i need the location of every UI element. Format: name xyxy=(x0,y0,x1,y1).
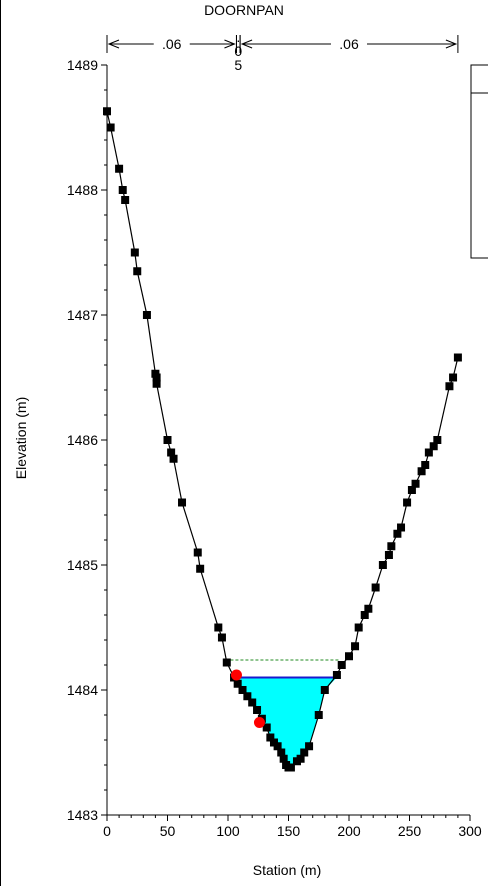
chart-title: DOORNPAN xyxy=(204,2,284,18)
survey-point xyxy=(238,686,247,694)
survey-point xyxy=(433,436,442,444)
survey-point xyxy=(233,679,242,688)
survey-point xyxy=(417,467,426,476)
survey-point xyxy=(130,248,139,257)
manning-n-label: .06 xyxy=(339,36,359,52)
survey-point xyxy=(106,123,115,132)
manning-n-label: .06 xyxy=(162,36,182,52)
survey-point xyxy=(345,652,353,661)
manning-arrow-head xyxy=(224,39,236,49)
survey-point xyxy=(286,763,295,772)
survey-point xyxy=(387,542,396,551)
y-axis-label: Elevation (m) xyxy=(13,397,29,479)
y-tick-label: 1485 xyxy=(67,557,98,573)
x-tick-label: 0 xyxy=(103,823,111,839)
axes-layer: 0 50 100 150 200 250 300 1483 1484 1485 1486 1487 14… xyxy=(67,57,482,839)
survey-point xyxy=(421,461,430,469)
survey-point xyxy=(163,436,172,444)
x-tick-label: 50 xyxy=(160,823,176,839)
bank-station-marker xyxy=(230,669,242,681)
survey-point xyxy=(305,742,314,751)
survey-points-layer xyxy=(103,107,462,772)
survey-point xyxy=(360,611,369,619)
survey-point xyxy=(118,186,127,194)
survey-point xyxy=(196,564,205,573)
x-tick-label: 150 xyxy=(277,823,301,839)
survey-point xyxy=(243,692,252,701)
survey-point xyxy=(193,548,202,557)
manning-n-label: 5 xyxy=(234,57,242,73)
ground-profile-line xyxy=(106,111,459,769)
survey-point xyxy=(320,686,329,694)
survey-point xyxy=(169,454,178,463)
survey-point xyxy=(178,498,187,507)
survey-point xyxy=(121,196,130,204)
legend-frame xyxy=(470,64,488,259)
survey-point xyxy=(384,551,393,559)
survey-point xyxy=(167,448,176,457)
survey-point xyxy=(407,486,416,494)
survey-point xyxy=(115,164,124,173)
survey-point xyxy=(449,373,458,382)
x-tick-label: 300 xyxy=(458,823,482,839)
survey-point xyxy=(152,373,161,382)
survey-point xyxy=(445,382,454,391)
survey-point xyxy=(429,442,438,451)
y-tick-label: 1483 xyxy=(67,807,98,823)
manning-arrow-head xyxy=(240,39,253,49)
survey-point xyxy=(300,748,309,757)
y-tick-label: 1484 xyxy=(67,682,98,698)
legend-box xyxy=(470,64,488,259)
survey-point xyxy=(332,671,341,679)
survey-point xyxy=(296,754,305,763)
manning-arrow-head xyxy=(445,39,458,49)
x-tick-label: 250 xyxy=(398,823,422,839)
survey-point xyxy=(253,706,262,714)
survey-point xyxy=(378,561,387,569)
water-area-layer xyxy=(237,676,337,768)
survey-point xyxy=(424,448,433,457)
x-axis-label: Station (m) xyxy=(253,862,321,878)
water-area xyxy=(237,677,337,768)
ground-profile-layer xyxy=(106,111,459,769)
survey-point xyxy=(152,379,161,388)
survey-point xyxy=(277,748,286,757)
x-tick-label: 100 xyxy=(216,823,240,839)
survey-point xyxy=(403,498,412,507)
y-tick-label: 1488 xyxy=(67,182,98,198)
survey-point xyxy=(337,661,346,669)
bank-stations-layer xyxy=(230,669,265,728)
survey-point xyxy=(354,623,363,632)
survey-point xyxy=(266,733,275,742)
survey-point xyxy=(142,311,151,319)
manning-arrow-head xyxy=(107,39,120,49)
manning-n-label: 0 xyxy=(234,43,242,59)
manning-n-label: . xyxy=(236,29,240,45)
survey-point xyxy=(453,353,462,362)
manning-n-layer: .06.05 .06 xyxy=(106,29,459,73)
survey-point xyxy=(248,698,257,707)
y-tick-label: 1486 xyxy=(67,432,98,448)
survey-point xyxy=(133,267,142,276)
survey-point xyxy=(273,742,282,751)
survey-point xyxy=(393,529,402,538)
survey-point xyxy=(217,633,226,642)
y-tick-label: 1487 xyxy=(67,307,98,323)
survey-point xyxy=(262,723,271,732)
survey-point xyxy=(279,754,288,763)
x-tick-label: 200 xyxy=(337,823,361,839)
survey-point xyxy=(397,523,406,532)
y-tick-label: 1489 xyxy=(67,57,98,73)
survey-point xyxy=(371,583,380,592)
survey-point xyxy=(364,604,373,613)
survey-point xyxy=(222,658,231,667)
survey-point xyxy=(214,623,223,632)
survey-point xyxy=(314,711,323,719)
bank-station-marker xyxy=(253,717,265,728)
survey-point xyxy=(411,479,420,488)
survey-point xyxy=(351,642,360,651)
